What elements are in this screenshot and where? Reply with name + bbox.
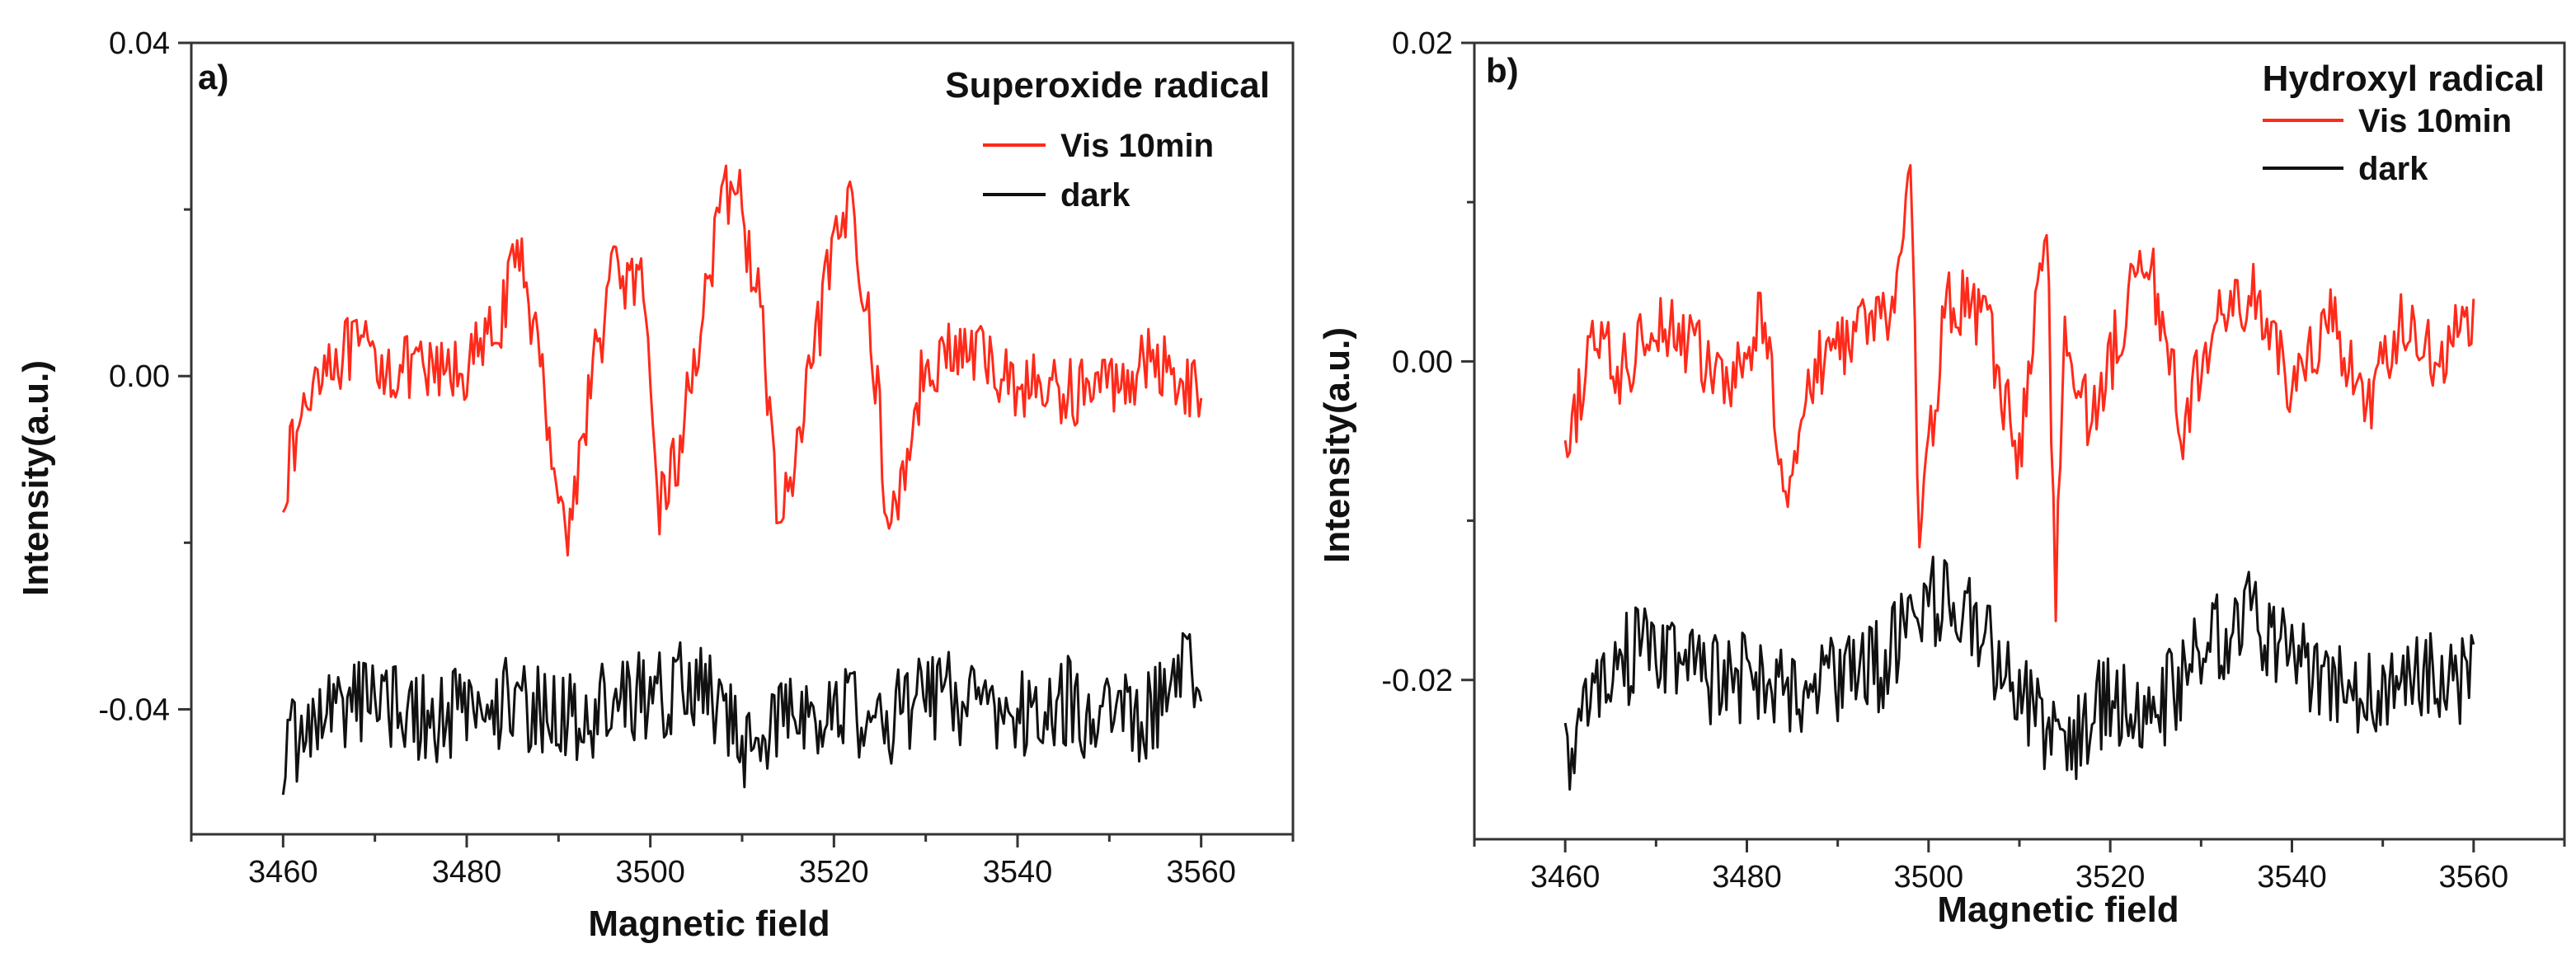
legend-label-dark: dark bbox=[1060, 177, 1131, 214]
series-line-vis-10min bbox=[281, 164, 1203, 557]
legend-label-vis: Vis 10min bbox=[2358, 103, 2512, 139]
x-tick-label: 3540 bbox=[2257, 860, 2327, 894]
x-tick-label: 3480 bbox=[432, 855, 502, 890]
y-tick-label: 0.04 bbox=[109, 26, 170, 61]
panel-a: 3460 3480 3500 3520 3540 3560 -0.04 0.00 0.04 a)… bbox=[16, 26, 1295, 944]
y-tick-label: 0.02 bbox=[1392, 26, 1453, 61]
x-tick-label: 3480 bbox=[1712, 860, 1782, 894]
legend-label-vis: Vis 10min bbox=[1060, 128, 1214, 164]
tick-group: 3460 3480 3500 3520 3540 3560 -0.04 0.00 0.04 bbox=[98, 26, 1295, 890]
legend: Vis 10min dark bbox=[2263, 103, 2512, 187]
plot-title: Superoxide radical bbox=[945, 65, 1270, 106]
series-line-vis-10min bbox=[1563, 164, 2475, 622]
x-axis-title: Magnetic field bbox=[588, 904, 830, 944]
x-tick-label: 3520 bbox=[799, 855, 869, 890]
x-tick-label: 3460 bbox=[1530, 860, 1601, 894]
legend: Vis 10min dark bbox=[983, 128, 1214, 214]
y-tick-label: -0.02 bbox=[1381, 664, 1453, 698]
panel-label: a) bbox=[198, 58, 228, 96]
y-axis-title: Intensity(a.u.) bbox=[1317, 327, 1357, 563]
x-tick-label: 3460 bbox=[248, 855, 318, 890]
plot-title: Hydroxyl radical bbox=[2263, 59, 2545, 99]
series-line-dark bbox=[281, 631, 1203, 796]
tick-group: 3460 3480 3500 3520 3540 3560 -0.02 0.00 0.02 bbox=[1381, 26, 2566, 894]
series-group bbox=[1563, 164, 2475, 791]
y-tick-label: 0.00 bbox=[1392, 345, 1453, 379]
y-axis-title: Intensity(a.u.) bbox=[16, 360, 56, 596]
legend-label-dark: dark bbox=[2358, 151, 2428, 187]
y-tick-label: -0.04 bbox=[98, 692, 170, 727]
x-tick-label: 3500 bbox=[615, 855, 685, 890]
x-tick-label: 3520 bbox=[2075, 860, 2146, 894]
x-tick-label: 3500 bbox=[1894, 860, 1964, 894]
panel-b: 3460 3480 3500 3520 3540 3560 -0.02 0.00 0.02 b)… bbox=[1317, 26, 2566, 930]
x-tick-label: 3560 bbox=[1166, 855, 1236, 890]
series-line-dark bbox=[1563, 556, 2475, 791]
x-axis-title: Magnetic field bbox=[1937, 890, 2179, 930]
x-tick-label: 3560 bbox=[2439, 860, 2509, 894]
x-tick-label: 3540 bbox=[983, 855, 1053, 890]
panel-label: b) bbox=[1486, 51, 1519, 90]
series-group bbox=[281, 164, 1203, 796]
y-tick-label: 0.00 bbox=[109, 359, 170, 394]
